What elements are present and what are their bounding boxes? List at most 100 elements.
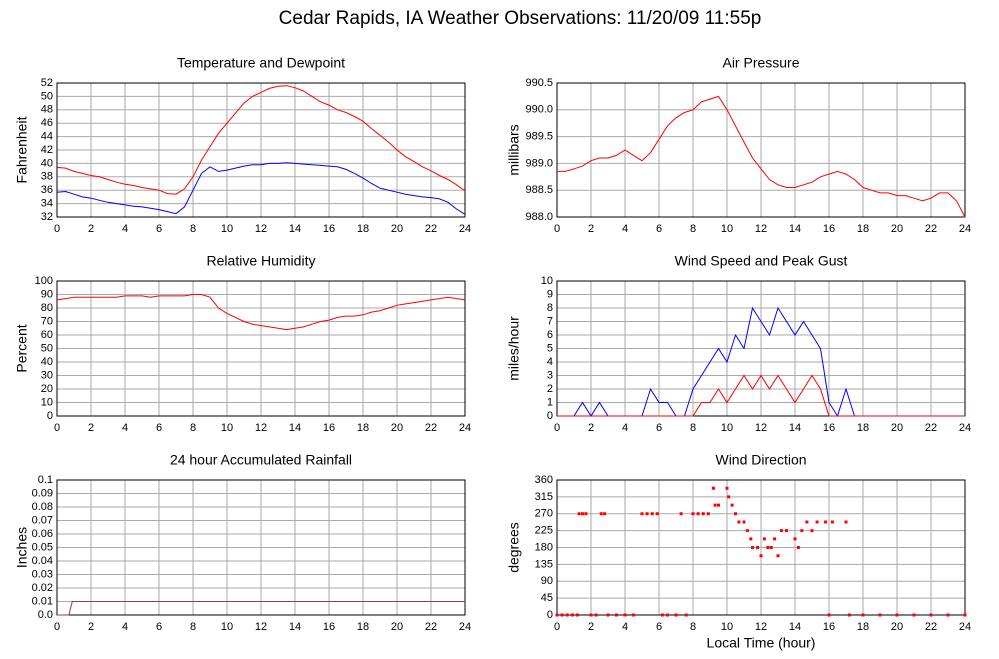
x-tick-label: 24 xyxy=(459,223,471,235)
y-tick-label: 3 xyxy=(547,369,553,381)
chart-title: Relative Humidity xyxy=(207,253,316,269)
data-point xyxy=(623,613,627,617)
y-tick-label: 5 xyxy=(547,342,553,354)
x-tick-label: 0 xyxy=(54,223,60,235)
data-point xyxy=(762,537,766,541)
y-tick-label: 50 xyxy=(41,90,53,102)
y-tick-label: 0.09 xyxy=(32,487,53,499)
y-tick-label: 90 xyxy=(41,288,53,300)
y-tick-label: 44 xyxy=(41,131,53,143)
x-tick-label: 2 xyxy=(588,621,594,633)
x-tick-label: 4 xyxy=(122,422,128,434)
x-tick-label: 20 xyxy=(391,223,403,235)
data-line xyxy=(57,601,465,616)
data-point xyxy=(769,546,773,549)
data-point xyxy=(674,613,678,617)
x-tick-label: 4 xyxy=(622,422,628,434)
x-tick-label: 14 xyxy=(789,422,801,434)
x-tick-label: 18 xyxy=(857,422,869,434)
x-tick-label: 6 xyxy=(656,422,662,434)
y-tick-label: 2 xyxy=(547,383,553,395)
y-tick-label: 32 xyxy=(41,211,53,223)
y-tick-label: 988.5 xyxy=(525,184,553,196)
data-point xyxy=(929,613,933,617)
y-tick-label: 0 xyxy=(47,410,53,422)
y-tick-label: 0.0 xyxy=(38,609,53,621)
data-point xyxy=(581,512,584,516)
y-tick-label: 90 xyxy=(541,575,553,587)
data-point xyxy=(776,554,780,558)
y-tick-label: 989.0 xyxy=(525,157,553,169)
data-point xyxy=(805,520,809,524)
y-tick-label: 315 xyxy=(535,491,553,503)
data-point xyxy=(745,529,749,533)
chart-title: 24 hour Accumulated Rainfall xyxy=(170,452,352,468)
y-tick-label: 10 xyxy=(541,275,553,287)
data-point xyxy=(800,529,804,533)
y-axis-label: miles/hour xyxy=(506,316,522,381)
x-tick-label: 8 xyxy=(690,621,696,633)
x-tick-label: 12 xyxy=(755,223,767,235)
data-point xyxy=(599,512,603,516)
x-tick-label: 10 xyxy=(721,422,733,434)
data-point xyxy=(696,512,700,516)
y-tick-label: 988.0 xyxy=(525,211,553,223)
x-tick-label: 2 xyxy=(88,223,94,235)
y-tick-label: 0 xyxy=(547,410,553,422)
y-tick-label: 40 xyxy=(41,157,53,169)
x-tick-label: 8 xyxy=(690,223,696,235)
x-tick-label: 4 xyxy=(122,621,128,633)
data-point xyxy=(560,613,564,617)
data-point xyxy=(796,546,800,549)
x-tick-label: 0 xyxy=(54,422,60,434)
x-tick-label: 16 xyxy=(823,223,835,235)
x-tick-label: 10 xyxy=(221,621,233,633)
x-tick-label: 18 xyxy=(357,422,369,434)
x-tick-label: 14 xyxy=(789,621,801,633)
x-tick-label: 6 xyxy=(156,621,162,633)
y-tick-label: 34 xyxy=(41,198,53,210)
plot-frame xyxy=(556,280,966,417)
x-tick-label: 20 xyxy=(891,422,903,434)
data-point xyxy=(878,613,882,617)
x-tick-label: 2 xyxy=(88,621,94,633)
x-tick-label: 10 xyxy=(221,422,233,434)
y-tick-label: 0.07 xyxy=(32,514,53,526)
data-point xyxy=(603,512,607,516)
data-point xyxy=(824,520,828,524)
data-point xyxy=(655,512,659,516)
y-tick-label: 0.06 xyxy=(32,528,53,540)
data-point xyxy=(827,613,831,617)
data-line xyxy=(56,294,466,331)
x-tick-label: 16 xyxy=(323,422,335,434)
x-tick-label: 12 xyxy=(255,621,267,633)
y-tick-label: 989.5 xyxy=(525,131,553,143)
x-tick-label: 16 xyxy=(323,223,335,235)
x-tick-label: 2 xyxy=(588,223,594,235)
y-tick-label: 135 xyxy=(535,558,553,570)
data-point xyxy=(725,486,729,490)
x-tick-label: 8 xyxy=(190,422,196,434)
x-tick-label: 16 xyxy=(323,621,335,633)
x-tick-label: 24 xyxy=(959,422,971,434)
y-axis-label: millibars xyxy=(506,124,522,175)
x-tick-label: 8 xyxy=(690,422,696,434)
data-point xyxy=(847,613,851,617)
data-point xyxy=(606,613,610,617)
y-tick-label: 4 xyxy=(547,356,553,368)
x-tick-label: 22 xyxy=(425,621,437,633)
x-tick-label: 18 xyxy=(857,223,869,235)
x-tick-label: 2 xyxy=(588,422,594,434)
x-tick-label: 24 xyxy=(459,422,471,434)
data-point xyxy=(793,537,797,541)
x-tick-label: 10 xyxy=(221,223,233,235)
y-tick-label: 48 xyxy=(41,104,53,116)
x-tick-label: 14 xyxy=(289,621,301,633)
data-point xyxy=(717,503,720,507)
plot-frame xyxy=(556,82,966,218)
chart-title: Wind Direction xyxy=(715,452,806,468)
x-tick-label: 14 xyxy=(289,223,301,235)
data-point xyxy=(773,537,777,541)
x-tick-label: 4 xyxy=(622,223,628,235)
